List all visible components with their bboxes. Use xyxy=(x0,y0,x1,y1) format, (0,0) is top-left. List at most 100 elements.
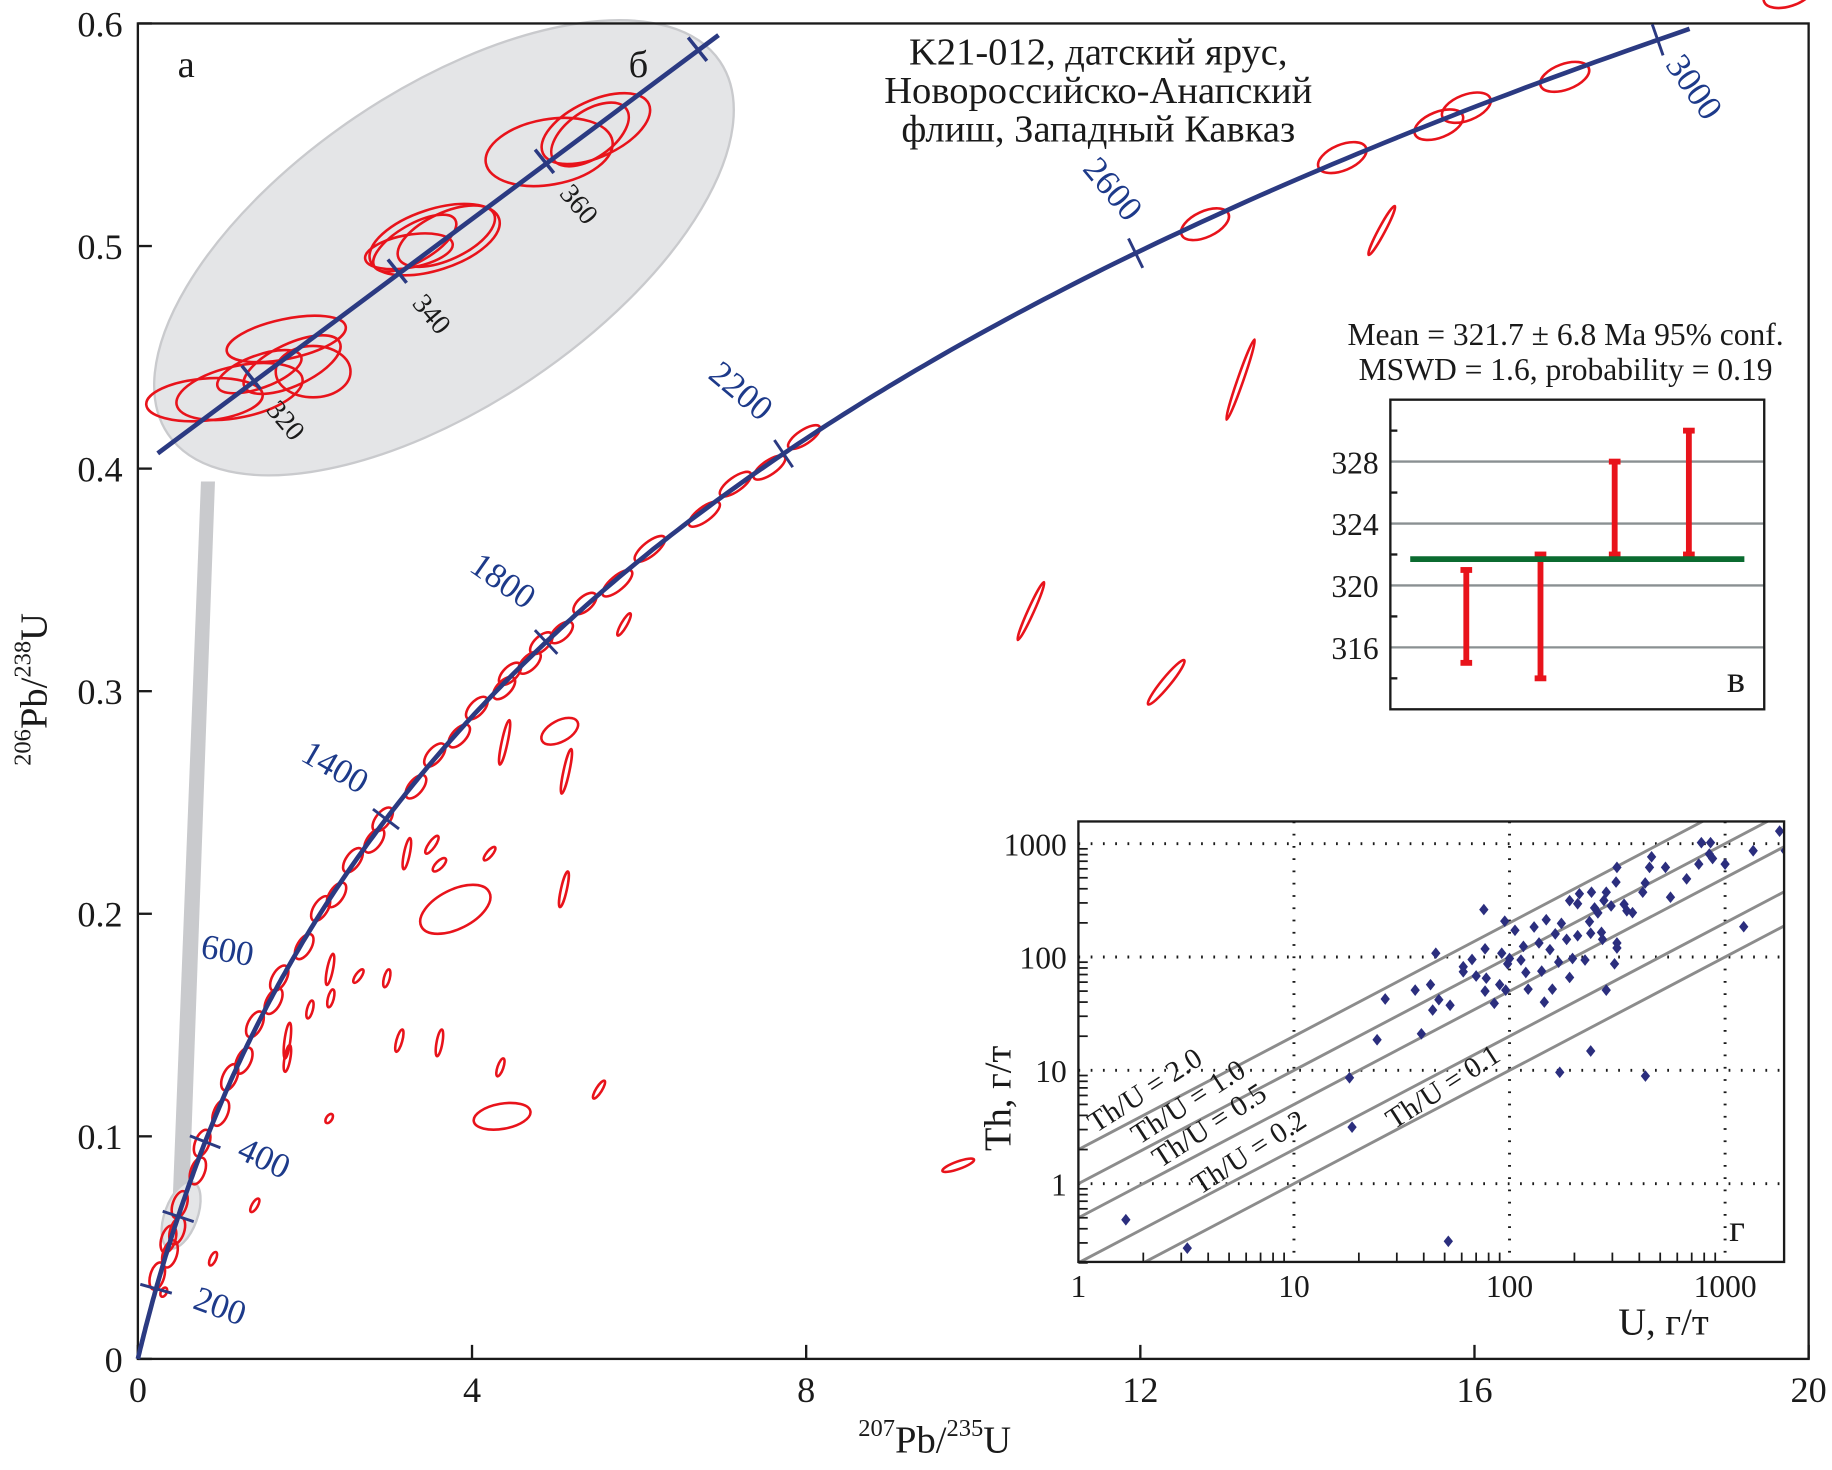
discordant-ellipse xyxy=(324,1112,335,1125)
concordant-ellipse xyxy=(718,470,753,498)
discordant-ellipse xyxy=(393,1028,405,1054)
enlargement-age-tick xyxy=(240,364,262,391)
data-point xyxy=(1539,996,1549,1008)
x-tick-label: 0 xyxy=(129,1370,147,1410)
concordant-ellipse xyxy=(1179,207,1231,242)
concordant-ellipse xyxy=(464,695,490,721)
data-point xyxy=(1572,929,1583,942)
concordant-ellipse xyxy=(188,1156,208,1186)
discordant-ellipse xyxy=(423,834,440,855)
data-point xyxy=(1529,921,1539,933)
discordant-ellipse xyxy=(418,883,492,936)
enlargement-ellipse xyxy=(371,213,458,273)
y-tick-label: 316 xyxy=(1331,631,1378,666)
concordant-ellipse xyxy=(601,568,634,598)
data-point xyxy=(1467,953,1477,966)
data-point xyxy=(1497,947,1507,960)
concordia-curve xyxy=(135,26,1691,1360)
discordant-ellipse xyxy=(540,716,580,746)
data-point xyxy=(1434,993,1444,1006)
discordant-ellipse xyxy=(497,718,512,766)
data-point xyxy=(1748,844,1758,857)
discordant-ellipse xyxy=(472,1101,532,1131)
x-tick-label: 4 xyxy=(463,1370,481,1410)
th-u-frame xyxy=(1077,820,1786,1264)
concordant-ellipse xyxy=(447,723,472,749)
discordant-ellipse xyxy=(559,747,574,795)
panel-label-v: в xyxy=(1727,659,1745,701)
data-point xyxy=(1372,1033,1382,1046)
panel-label-g: г xyxy=(1729,1208,1745,1250)
y-tick-label: 328 xyxy=(1331,445,1378,480)
concordant-ellipse xyxy=(371,806,395,833)
data-point xyxy=(1586,927,1596,940)
data-point xyxy=(1739,920,1749,933)
data-point xyxy=(1541,913,1551,926)
discordant-ellipse xyxy=(482,845,497,862)
x-tick-label: 16 xyxy=(1456,1370,1492,1410)
ratio-line xyxy=(1078,821,1706,1152)
concordant-ellipse xyxy=(211,1098,231,1128)
data-point xyxy=(1489,997,1499,1010)
y-tick-label: 0.2 xyxy=(77,895,122,935)
enlargement-ellipses xyxy=(144,91,652,423)
data-point xyxy=(1521,966,1531,979)
discordant-ellipse xyxy=(1367,204,1397,257)
x-axis: 0 4 8 12 16 20 xyxy=(129,1344,1827,1410)
concordant-ellipse xyxy=(786,423,822,451)
data-point xyxy=(1584,915,1595,928)
data-point xyxy=(1774,825,1785,837)
discordant-ellipses xyxy=(159,204,1397,1299)
enlargement-age-tick xyxy=(533,148,556,175)
discordant-ellipse xyxy=(431,856,448,873)
data-point xyxy=(1534,937,1544,949)
enlargement-ellipse xyxy=(363,232,455,271)
age-tick xyxy=(162,1209,195,1223)
concordant-ellipse xyxy=(1440,91,1493,125)
data-point xyxy=(1380,993,1390,1005)
data-point xyxy=(1550,928,1560,940)
age-error-bars xyxy=(1460,427,1695,682)
concordant-ellipse xyxy=(1413,108,1465,142)
x-tick-label: 20 xyxy=(1791,1370,1827,1410)
y-tick-label: 0 xyxy=(105,1340,123,1380)
enlargement-ellipse xyxy=(484,116,614,188)
age-label: 200 xyxy=(189,1279,252,1334)
concordant-ellipse xyxy=(293,932,315,961)
data-point xyxy=(1537,965,1547,977)
concordant-ellipse xyxy=(170,1189,190,1220)
age-tick xyxy=(139,1282,173,1295)
age-label: 1800 xyxy=(463,545,543,617)
age-tick xyxy=(1650,23,1665,56)
concordant-ellipse xyxy=(1538,60,1591,94)
data-point xyxy=(1696,836,1707,849)
th-u-y-label: Th, г/т xyxy=(978,1045,1020,1151)
chart-title: K21-012, датский ярус, Новороссийско-Ана… xyxy=(884,31,1312,150)
discordant-ellipse xyxy=(1225,338,1257,421)
discordant-ellipse xyxy=(591,1079,607,1100)
discordant-ellipse xyxy=(434,1028,445,1058)
plot-frame xyxy=(136,22,1810,1361)
concordant-ellipse xyxy=(1316,140,1368,175)
concordant-ellipse xyxy=(268,964,290,993)
data-point xyxy=(1494,978,1505,991)
data-point xyxy=(1694,858,1704,870)
x-axis-label: 207Pb/235U xyxy=(858,1415,1011,1461)
data-point xyxy=(1471,970,1481,982)
y-axis: 0 0.1 0.2 0.3 0.4 0.5 0.6 xyxy=(77,4,152,1380)
discordant-ellipse xyxy=(1016,580,1046,642)
discordant-ellipse xyxy=(207,1250,219,1267)
ratio-line xyxy=(1141,924,1785,1262)
age-label: 3000 xyxy=(1658,47,1730,127)
age-label: 2600 xyxy=(1075,150,1150,229)
data-point xyxy=(1553,956,1564,969)
data-point xyxy=(1567,952,1578,965)
x-tick-label: 8 xyxy=(797,1370,815,1410)
th-u-axes: 1 10 100 1000 1 10 100 1000 xyxy=(1004,827,1757,1304)
data-point xyxy=(1681,873,1692,885)
enlargement-ellipse xyxy=(215,348,303,395)
data-point xyxy=(1410,984,1420,996)
y-tick-label: 320 xyxy=(1331,569,1378,604)
data-point xyxy=(1121,1213,1131,1226)
callout-connector xyxy=(172,481,215,1195)
